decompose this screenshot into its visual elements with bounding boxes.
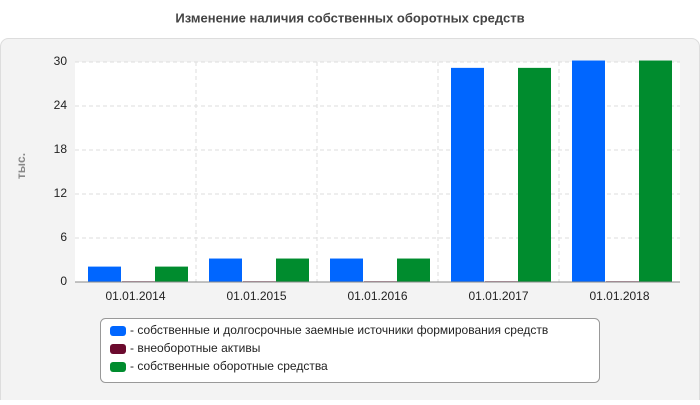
x-tick-label: 01.01.2015 <box>226 289 286 303</box>
bar <box>572 60 605 283</box>
legend-swatch <box>110 344 126 354</box>
chart-title: Изменение наличия собственных оборотных … <box>175 10 524 25</box>
bar <box>155 266 188 282</box>
legend <box>100 318 600 383</box>
y-axis-label: тыс. <box>14 153 28 179</box>
y-tick-label: 6 <box>60 230 67 244</box>
bar <box>209 258 242 282</box>
legend-label: - внеоборотные активы <box>130 341 260 355</box>
x-tick-label: 01.01.2014 <box>105 289 165 303</box>
bar <box>88 266 121 282</box>
bar <box>397 258 430 282</box>
x-tick-label: 01.01.2018 <box>589 289 649 303</box>
x-tick-label: 01.01.2016 <box>347 289 407 303</box>
x-tick-label: 01.01.2017 <box>468 289 528 303</box>
y-tick-label: 30 <box>54 54 68 68</box>
y-tick-label: 12 <box>54 186 68 200</box>
bar <box>276 258 309 282</box>
y-tick-label: 0 <box>60 274 67 288</box>
legend-label: - собственные и долгосрочные заемные ист… <box>130 323 548 337</box>
bar <box>639 60 672 283</box>
bar <box>518 67 551 282</box>
y-tick-label: 24 <box>54 98 68 112</box>
y-tick-label: 18 <box>54 142 68 156</box>
bar <box>451 67 484 282</box>
legend-swatch <box>110 326 126 336</box>
legend-swatch <box>110 362 126 372</box>
legend-label: - собственные оборотные средства <box>130 359 328 373</box>
bar <box>330 258 363 282</box>
